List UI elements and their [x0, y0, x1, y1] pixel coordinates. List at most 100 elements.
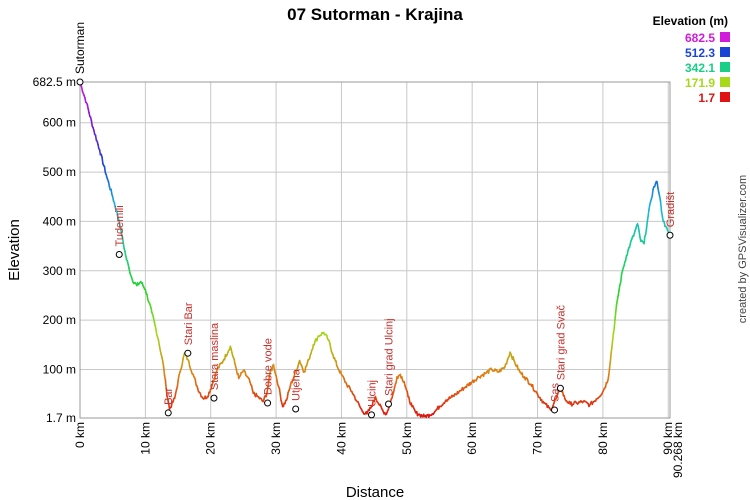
profile-segment — [121, 236, 125, 244]
legend-swatch — [720, 77, 730, 87]
profile-segment — [165, 388, 168, 397]
waypoint-label: Gradišt — [665, 192, 677, 227]
x-tick-label: 60 km — [465, 422, 479, 455]
profile-segment — [656, 181, 659, 190]
profile-segment — [608, 360, 612, 369]
profile-segment — [651, 188, 654, 197]
waypoint-marker — [556, 384, 564, 392]
profile-segment — [618, 284, 621, 292]
profile-segment — [279, 393, 282, 402]
x-tick-label: 0 km — [73, 422, 87, 448]
x-tick-label: 90.268 km — [671, 422, 685, 478]
waypoint-label: Dobre vode — [263, 338, 275, 395]
chart-title: 07 Sutorman - Krajina — [287, 5, 463, 24]
waypoint-marker — [184, 349, 192, 357]
waypoint-marker — [264, 399, 272, 407]
profile-segment — [187, 359, 191, 367]
profile-segment — [406, 391, 409, 398]
legend-value: 682.5 — [685, 31, 715, 45]
waypoint-label: Stara maslina — [209, 322, 221, 390]
y-tick-label: 300 m — [43, 264, 76, 278]
x-tick-label: 10 km — [138, 422, 152, 455]
profile-segment — [94, 134, 98, 141]
waypoint-label: Stari grad Ulcinj — [384, 318, 396, 396]
y-tick-label: 682.5 m — [33, 75, 76, 89]
x-tick-label: 40 km — [334, 422, 348, 455]
profile-segment — [371, 400, 374, 407]
profile-segment — [158, 344, 161, 351]
profile-segment — [610, 346, 613, 354]
profile-segment — [101, 156, 104, 165]
legend-swatch — [720, 62, 730, 72]
profile-segment — [177, 373, 180, 381]
y-tick-label: 200 m — [43, 313, 76, 327]
profile-segment — [118, 220, 121, 229]
legend-value: 1.7 — [698, 91, 715, 105]
profile-segment — [266, 380, 270, 389]
credit-text: created by GPSVisualizer.com — [737, 175, 749, 323]
waypoint-marker — [666, 231, 674, 239]
x-tick-labels: 0 km 10 km 20 km 30 km 40 km 50 km 60 km 70 km 8… — [73, 422, 685, 478]
waypoint-marker — [551, 406, 559, 414]
profile-segment — [643, 235, 646, 245]
legend-title: Elevation (m) — [653, 14, 728, 28]
profile-segment — [150, 307, 153, 314]
profile-segment — [619, 273, 623, 283]
x-tick-label: 30 km — [269, 422, 283, 455]
profile-segment — [161, 360, 165, 368]
profile-segment — [304, 366, 307, 373]
profile-segment — [615, 299, 619, 306]
waypoint-label: Utjeha — [291, 368, 303, 401]
x-tick-label: 80 km — [596, 422, 610, 455]
profile-segment — [660, 210, 664, 218]
profile-segment — [637, 225, 640, 233]
grid — [79, 81, 671, 419]
profile-segment — [90, 120, 94, 128]
profile-segment — [613, 318, 616, 330]
legend-swatch — [720, 47, 730, 57]
profile-segment — [276, 379, 279, 386]
legend-swatch — [720, 32, 730, 42]
profile-segment — [194, 379, 197, 386]
profile-segment — [612, 327, 616, 335]
profile-segment — [617, 289, 620, 297]
x-tick-label: 70 km — [531, 422, 545, 455]
legend-value: 512.3 — [685, 46, 715, 60]
profile-segment — [103, 165, 107, 174]
waypoint-label: Stari grad Svač — [555, 305, 567, 381]
profile-segment — [647, 208, 650, 217]
plot-frame — [79, 81, 671, 419]
profile-segment — [609, 351, 612, 363]
profile-segment — [120, 227, 123, 237]
waypoint-marker — [164, 409, 172, 417]
profile-segment — [278, 388, 282, 396]
waypoint-marker — [76, 78, 84, 86]
profile-segment — [408, 396, 411, 403]
elevation-profile-line — [79, 81, 671, 419]
y-tick-label: 600 m — [43, 116, 76, 130]
waypoint-marker — [368, 411, 376, 419]
profile-segment — [608, 366, 611, 376]
profile-segment — [531, 383, 535, 391]
profile-segment — [266, 386, 269, 394]
waypoint-label: Ulcinj — [367, 380, 379, 407]
profile-segment — [164, 379, 168, 391]
profile-segment — [646, 215, 649, 223]
waypoint-label: Stari Bar — [183, 302, 195, 345]
legend-value: 342.1 — [685, 61, 715, 75]
profile-segment — [614, 304, 618, 314]
profile-segment — [213, 372, 217, 381]
waypoint-label: Sutorman — [73, 22, 87, 74]
waypoint-marker — [385, 400, 393, 408]
waypoints: Sutorman Tudemili Bar Stari Bar Stara maslin… — [73, 22, 677, 419]
profile-segment — [638, 230, 641, 239]
y-tick-label: 500 m — [43, 165, 76, 179]
profile-segment — [659, 201, 663, 213]
profile-segment — [611, 332, 615, 341]
profile-segment — [267, 374, 271, 383]
profile-segment — [645, 220, 649, 230]
x-tick-label: 20 km — [204, 422, 218, 455]
y-tick-label: 400 m — [43, 214, 76, 228]
